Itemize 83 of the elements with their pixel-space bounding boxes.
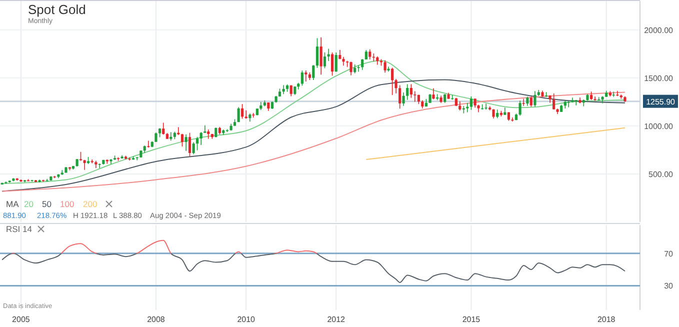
candlestick: [147, 140, 150, 148]
candlestick: [334, 52, 338, 72]
candlestick: [552, 93, 556, 110]
candlestick: [162, 122, 165, 135]
candlestick: [170, 132, 172, 142]
line-series: [2, 60, 626, 184]
candlestick: [214, 127, 218, 138]
x-tick-label: 2005: [12, 315, 30, 324]
candlestick: [240, 104, 244, 120]
x-tick-label: 2008: [147, 315, 166, 324]
candlestick: [237, 106, 240, 123]
candlestick: [534, 90, 536, 108]
candlestick: [402, 92, 405, 106]
x-tick-label: 2012: [327, 315, 346, 324]
candlestick: [526, 96, 529, 106]
candlestick: [432, 88, 435, 100]
candlestick: [414, 90, 416, 102]
candlestick: [350, 61, 352, 76]
candlestick: [192, 142, 195, 155]
candlestick: [384, 60, 386, 73]
candlestick: [357, 64, 360, 72]
candlestick: [207, 129, 210, 140]
chart-title: RSI 14: [6, 224, 32, 234]
candlestick: [406, 84, 409, 100]
candlestick: [177, 126, 180, 136]
candlestick: [391, 67, 394, 96]
candlestick: [252, 112, 255, 118]
series-label: 50: [42, 199, 52, 209]
chart-title: Spot Gold: [28, 2, 86, 17]
x-tick-label: 2010: [237, 315, 256, 324]
text: 200: [83, 199, 98, 209]
candlestick: [323, 52, 326, 69]
candlestick: [200, 132, 202, 146]
y-tick-label: 500.00: [648, 170, 674, 179]
candlestick: [522, 98, 525, 106]
y-tick-label: 1500.00: [644, 74, 674, 83]
candlestick: [410, 84, 412, 98]
candlestick: [330, 52, 334, 76]
y-tick-label: 1000.00: [644, 122, 674, 131]
line-series: [2, 240, 626, 283]
candlestick: [327, 48, 330, 62]
candlestick: [300, 70, 304, 86]
candlestick: [518, 100, 522, 116]
y-tick-label: 30: [664, 282, 674, 291]
candlestick: [594, 96, 596, 102]
x-tick-label: 2018: [597, 315, 616, 324]
ref-line-label: 1255.90: [646, 97, 676, 106]
candlestick: [616, 90, 619, 97]
candlestick: [574, 100, 578, 106]
series-label: 100: [60, 199, 74, 209]
legend-title: MA: [6, 199, 20, 209]
candlestick: [244, 110, 248, 120]
candlestick: [612, 91, 615, 98]
candlestick: [188, 132, 192, 157]
candlestick: [364, 50, 368, 60]
candlestick: [492, 108, 495, 119]
candlestick: [196, 136, 199, 151]
candlestick: [180, 133, 184, 147]
y-tick-label: 70: [664, 249, 674, 258]
candlestick: [466, 102, 469, 113]
candlestick: [290, 84, 292, 97]
y-tick-label: 2000.00: [644, 26, 674, 35]
candlestick: [530, 96, 532, 108]
candlestick: [361, 58, 364, 70]
candlestick: [458, 101, 462, 111]
candlestick: [567, 100, 570, 108]
candlestick: [398, 84, 402, 110]
candlestick: [474, 98, 476, 108]
series-label: 20: [24, 199, 34, 209]
candlestick: [204, 124, 206, 134]
candlestick: [320, 37, 322, 76]
candlestick: [312, 64, 315, 80]
candlestick: [304, 70, 308, 82]
candlestick: [316, 38, 319, 68]
candlestick: [470, 96, 473, 110]
candlestick: [158, 128, 162, 138]
candlestick: [394, 78, 398, 94]
candlestick: [511, 117, 514, 122]
candlestick: [368, 49, 372, 60]
candlestick: [184, 134, 188, 152]
candlestick: [484, 103, 488, 110]
candlestick: [98, 163, 101, 169]
x-tick-label: 2015: [462, 315, 481, 324]
